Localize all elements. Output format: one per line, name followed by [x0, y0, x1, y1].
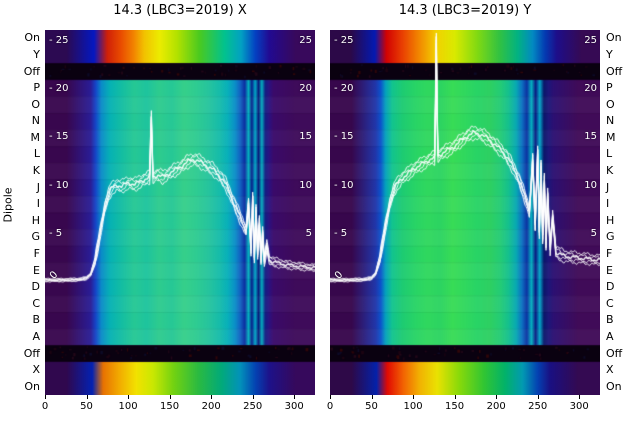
row-label-right-19: Off	[606, 346, 623, 360]
x-tick-y-150	[454, 395, 456, 399]
inner-tick-right-x-5: 5	[305, 227, 312, 239]
x-tick-x-150	[169, 395, 171, 399]
x-tick-label-y-300: 300	[569, 401, 589, 412]
x-tick-label-x-100: 100	[118, 401, 138, 412]
inner-tick-left-y-5: - 5	[334, 227, 348, 239]
row-label-right-14: E	[606, 263, 613, 277]
x-tick-label-y-150: 150	[445, 401, 465, 412]
inner-tick-right-y-10: 10	[584, 179, 597, 191]
x-tick-label-y-0: 0	[326, 401, 334, 412]
inner-tick-right-y-15: 15	[584, 131, 597, 143]
inner-tick-left-y-15: - 15	[334, 131, 354, 143]
x-tick-y-250	[537, 395, 539, 399]
row-label-left-12: G	[31, 230, 40, 244]
x-tick-label-y-100: 100	[403, 401, 423, 412]
row-label-left-7: L	[33, 147, 40, 161]
plot-title-x: 14.3 (LBC3=2019) X	[113, 3, 247, 18]
heatmap-canvas-x	[45, 30, 315, 395]
x-tick-x-50	[86, 395, 88, 399]
x-tick-label-x-50: 50	[80, 401, 93, 412]
inner-tick-left-x-5: - 5	[49, 227, 63, 239]
row-label-left-4: O	[31, 97, 40, 111]
row-label-right-13: F	[606, 247, 613, 260]
x-tick-y-0	[330, 395, 331, 399]
row-label-right-11: H	[606, 213, 615, 227]
x-tick-y-50	[371, 395, 373, 399]
x-tick-x-300	[294, 395, 296, 399]
x-tick-label-y-50: 50	[365, 401, 378, 412]
inner-tick-right-x-15: 15	[299, 131, 312, 143]
x-tick-label-x-200: 200	[201, 401, 221, 412]
inner-tick-right-y-20: 20	[584, 83, 597, 95]
x-tick-x-250	[252, 395, 254, 399]
row-label-left-18: A	[32, 329, 40, 343]
row-label-right-5: N	[606, 114, 615, 128]
row-label-right-1: Y	[606, 47, 613, 61]
row-label-left-19: Off	[23, 346, 40, 360]
row-label-left-21: On	[24, 379, 40, 393]
inner-tick-right-x-10: 10	[299, 179, 312, 191]
row-label-left-3: P	[33, 81, 40, 95]
x-tick-label-x-300: 300	[284, 401, 304, 412]
inner-tick-left-x-10: - 10	[49, 179, 69, 191]
row-label-left-14: E	[33, 263, 40, 277]
row-label-right-8: K	[606, 164, 614, 177]
row-label-left-5: N	[31, 114, 40, 128]
row-label-right-9: J	[606, 180, 610, 194]
x-tick-label-x-0: 0	[41, 401, 49, 412]
row-label-right-15: D	[606, 280, 615, 294]
x-tick-x-0	[45, 395, 46, 399]
inner-tick-right-y-5: 5	[590, 227, 597, 239]
row-label-right-21: On	[606, 379, 622, 393]
heatmap-canvas-y	[330, 30, 600, 395]
row-label-left-6: M	[30, 130, 41, 144]
row-label-left-1: Y	[33, 47, 40, 61]
row-label-left-8: K	[32, 164, 40, 177]
row-label-right-16: C	[606, 296, 614, 310]
row-label-right-10: I	[606, 197, 610, 211]
x-tick-x-200	[211, 395, 213, 399]
inner-tick-left-y-25: - 25	[334, 35, 354, 46]
row-label-right-0: On	[606, 31, 622, 45]
row-label-left-15: D	[31, 280, 40, 294]
inner-tick-left-y-20: - 20	[334, 83, 354, 95]
row-label-left-11: H	[31, 213, 40, 227]
row-label-left-2: Off	[23, 64, 40, 78]
row-label-right-7: L	[606, 147, 613, 161]
row-label-left-16: C	[32, 296, 40, 310]
row-label-right-2: Off	[606, 64, 623, 78]
row-label-right-6: M	[606, 130, 616, 144]
inner-tick-left-x-20: - 20	[49, 83, 69, 95]
row-label-left-10: I	[36, 197, 40, 211]
inner-tick-right-x-20: 20	[299, 83, 312, 95]
x-tick-label-x-250: 250	[243, 401, 263, 412]
row-label-left-17: B	[32, 313, 40, 327]
x-tick-y-100	[413, 395, 415, 399]
inner-tick-left-x-15: - 15	[49, 131, 69, 143]
inner-tick-left-y-10: - 10	[334, 179, 354, 191]
x-tick-y-200	[496, 395, 498, 399]
row-label-right-20: X	[606, 363, 614, 377]
inner-tick-right-y-25: 25	[584, 35, 597, 46]
row-label-left-0: On	[24, 31, 40, 45]
row-label-left-9: J	[36, 180, 40, 194]
x-tick-x-100	[128, 395, 130, 399]
x-tick-label-y-200: 200	[486, 401, 506, 412]
plot-title-y: 14.3 (LBC3=2019) Y	[398, 3, 532, 18]
row-label-left-20: X	[32, 363, 40, 377]
row-label-left-13: F	[33, 247, 40, 260]
x-tick-y-300	[579, 395, 581, 399]
x-tick-label-x-150: 150	[160, 401, 180, 412]
row-label-right-12: G	[606, 230, 615, 244]
x-tick-label-y-250: 250	[528, 401, 548, 412]
row-label-right-17: B	[606, 313, 614, 327]
row-label-right-4: O	[606, 97, 615, 111]
row-label-right-3: P	[606, 81, 613, 95]
inner-tick-left-x-25: - 25	[49, 35, 69, 46]
inner-tick-right-x-25: 25	[299, 35, 312, 46]
row-label-right-18: A	[606, 329, 614, 343]
